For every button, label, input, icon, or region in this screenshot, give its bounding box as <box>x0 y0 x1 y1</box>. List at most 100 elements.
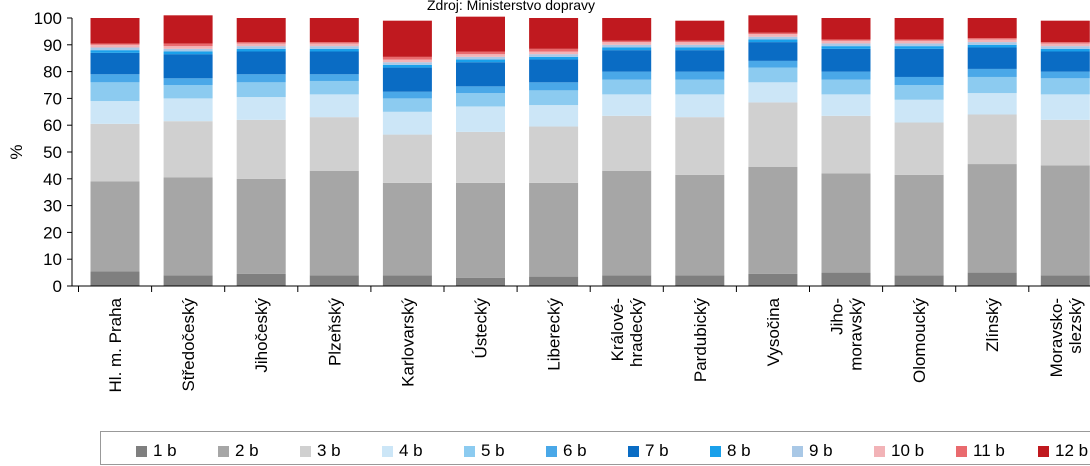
legend-swatch <box>300 445 311 457</box>
bar-segment <box>1040 275 1090 286</box>
bar-segment <box>236 43 286 47</box>
bar-segment <box>675 47 725 51</box>
bar-segment <box>821 46 871 49</box>
bar-segment <box>382 62 432 65</box>
bar-segment <box>602 18 652 41</box>
legend-item: 1 b <box>136 441 218 461</box>
y-tick-label: 40 <box>43 170 62 189</box>
bar-segment <box>309 46 359 49</box>
bar-segment <box>236 273 286 286</box>
bar-segment <box>1040 48 1090 52</box>
bar-segment <box>602 42 652 45</box>
bar-segment <box>602 79 652 95</box>
bar-segment <box>90 44 140 48</box>
legend-item: 4 b <box>382 441 464 461</box>
legend-label: 5 b <box>481 441 505 460</box>
stacked-bar-chart: 0 10 20 30 40 50 60 70 80 90 100 % Hl. m. Praha Stř… <box>7 9 1090 392</box>
bar-segment <box>529 54 579 57</box>
bar-segment <box>894 174 944 276</box>
bar-segment <box>1040 42 1090 44</box>
bar-segment <box>602 40 652 43</box>
y-tick-label: 90 <box>43 36 62 55</box>
x-category-label: hradecký <box>627 298 646 367</box>
bar-segment <box>967 93 1017 115</box>
bar-segment <box>1040 71 1090 79</box>
legend-swatch <box>218 445 229 457</box>
bar-segment <box>309 51 359 75</box>
legend-label: 10 b <box>891 441 925 460</box>
bar-segment <box>748 82 798 103</box>
x-category-label: Zlínský <box>983 298 1002 352</box>
bar-segment <box>309 43 359 47</box>
x-axis: Hl. m. Praha Středočeský Jihočeský Plzeňský… <box>72 285 1090 392</box>
bar-segment <box>382 91 432 99</box>
bar-segment <box>529 126 579 183</box>
bar-segment <box>602 115 652 171</box>
bar-segment <box>967 38 1017 40</box>
bar-segment <box>456 62 505 87</box>
legend-label: 9 b <box>809 441 833 460</box>
bar-segment <box>748 60 798 68</box>
legend-swatch <box>136 445 147 457</box>
x-category-label: Ústecký <box>472 298 491 359</box>
y-tick-label: 20 <box>43 223 62 242</box>
bar-segment <box>894 39 944 41</box>
bar-segment <box>456 182 505 278</box>
bar-segment <box>821 173 871 273</box>
bar-segment <box>382 111 432 135</box>
bar-segment <box>382 98 432 112</box>
bar-segment <box>967 44 1017 48</box>
bar-segment <box>236 51 286 75</box>
legend-item: 5 b <box>464 441 546 461</box>
legend-swatch <box>956 445 967 457</box>
bar-segment <box>821 39 871 41</box>
bar-segment <box>894 275 944 286</box>
legend-item: 8 b <box>710 441 792 461</box>
bar-segment <box>90 43 140 45</box>
bar-segment <box>675 42 725 45</box>
bar-segment <box>675 117 725 175</box>
bar-segment <box>748 32 798 35</box>
bar-segment <box>236 82 286 98</box>
x-category-label: Jihočeský <box>252 298 271 373</box>
bar-segment <box>382 64 432 68</box>
y-axis-label: % <box>7 144 26 159</box>
bar-segment <box>748 34 798 37</box>
bar-segment <box>1040 165 1090 276</box>
bar-segment <box>967 76 1017 94</box>
bar-segment <box>90 123 140 182</box>
bar-segment <box>748 273 798 286</box>
bar-segment <box>163 78 213 85</box>
bar-segment <box>1040 20 1090 43</box>
x-category-label: Olomoucký <box>910 298 929 384</box>
bar-segment <box>456 59 505 63</box>
bar-segment <box>894 43 944 47</box>
bar-segment <box>1040 94 1090 120</box>
bar-segment <box>748 15 798 33</box>
x-category-label: Plzeňský <box>325 298 344 367</box>
legend-swatch <box>546 445 557 457</box>
bar-segment <box>1040 46 1090 49</box>
bar-segment <box>1040 78 1090 95</box>
legend-label: 11 b <box>973 441 1005 460</box>
bar-segment <box>967 272 1017 286</box>
bar-segment <box>309 42 359 44</box>
bar-segment <box>602 44 652 48</box>
bar-segment <box>309 74 359 81</box>
legend-item: 7 b <box>628 441 710 461</box>
bar-segment <box>456 106 505 132</box>
bar-segment <box>456 93 505 107</box>
bar-segment <box>309 94 359 118</box>
bar-segment <box>90 74 140 83</box>
bar-segment <box>894 46 944 49</box>
legend-frame <box>100 431 1090 465</box>
x-category-label: slezský <box>1066 298 1085 354</box>
bar-segment <box>821 94 871 116</box>
bar-segment <box>236 18 286 43</box>
bar-segment <box>236 97 286 120</box>
bar-segment <box>967 114 1017 165</box>
bar-segment <box>90 181 140 272</box>
legend-item: 12 b <box>1038 441 1090 461</box>
bar-segment <box>382 56 432 60</box>
bar-segment <box>236 46 286 49</box>
